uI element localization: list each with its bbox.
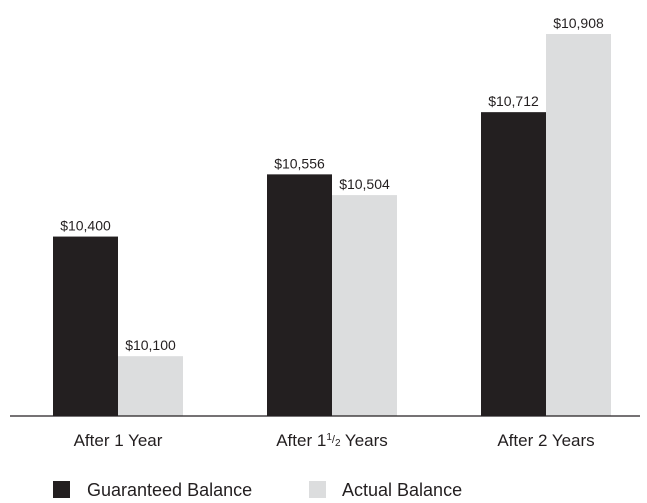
legend-label-actual: Actual Balance <box>342 480 462 498</box>
category-labels-layer: After 1 Year After 11/2 Years After 2 Year… <box>74 431 595 450</box>
bar-actual-0 <box>118 356 183 416</box>
data-labels-layer: $10,400 $10,100 $10,556 $10,504 $10,712 $10,9… <box>60 15 604 353</box>
bars-layer <box>53 34 611 417</box>
bar-guaranteed-1 <box>267 174 332 416</box>
legend-label-guaranteed: Guaranteed Balance <box>87 480 252 498</box>
data-label-guaranteed-1: $10,556 <box>274 155 325 171</box>
data-label-actual-1: $10,504 <box>339 176 390 192</box>
category-label-1: After 11/2 Years <box>276 431 388 450</box>
legend-swatch-actual <box>309 481 326 498</box>
data-label-guaranteed-2: $10,712 <box>488 93 539 109</box>
data-label-actual-2: $10,908 <box>553 15 604 31</box>
bar-guaranteed-2 <box>481 112 546 417</box>
bar-actual-2 <box>546 34 611 416</box>
category-label-0: After 1 Year <box>74 431 163 450</box>
category-label-2: After 2 Years <box>497 431 594 450</box>
legend-swatch-guaranteed <box>53 481 70 498</box>
legend: Guaranteed Balance Actual Balance <box>53 480 462 500</box>
bar-actual-1 <box>332 195 397 416</box>
bar-guaranteed-0 <box>53 236 118 416</box>
data-label-guaranteed-0: $10,400 <box>60 218 111 234</box>
data-label-actual-0: $10,100 <box>125 337 176 353</box>
